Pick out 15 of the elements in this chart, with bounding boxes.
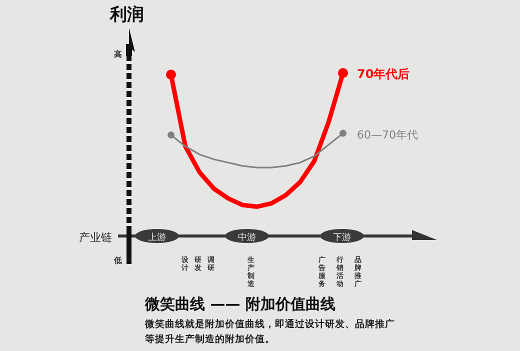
text: 微笑曲线 —— 附加价值曲线 bbox=[144, 295, 336, 313]
text: 高 bbox=[114, 49, 122, 59]
point bbox=[166, 70, 176, 80]
point bbox=[340, 130, 346, 137]
series-label: 60—70年代 bbox=[357, 128, 418, 142]
point bbox=[168, 131, 174, 138]
y-axis-title: 利润 bbox=[109, 5, 144, 25]
annotation: 上游 bbox=[148, 232, 166, 243]
text: 微笑曲线就是附加价值曲线，即通过设计研发、品牌推广等提升生产制造的附加价值。 bbox=[144, 318, 395, 345]
annotation: 下游 bbox=[333, 232, 351, 243]
x-axis-title: 产业链 bbox=[79, 231, 112, 244]
text: 低 bbox=[113, 256, 122, 265]
point bbox=[338, 68, 348, 78]
annotation: 中游 bbox=[238, 232, 256, 243]
series-label: 70年代后 bbox=[357, 67, 410, 81]
